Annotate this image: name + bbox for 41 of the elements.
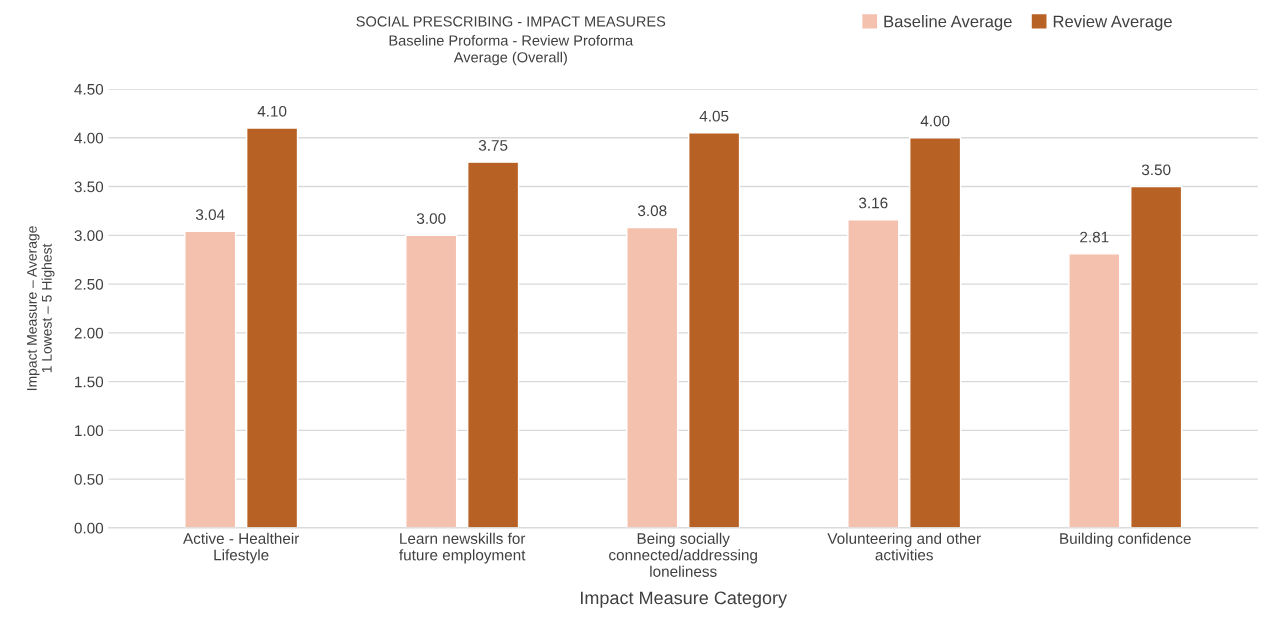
y-tick-label: 2.00 xyxy=(74,327,104,339)
legend-label: Review Average xyxy=(1053,15,1172,31)
y-tick-label: 3.00 xyxy=(74,230,104,242)
data-label: 3.16 xyxy=(858,197,888,209)
bar xyxy=(688,132,741,528)
data-label: 4.10 xyxy=(257,105,287,117)
bar xyxy=(1068,253,1121,528)
y-tick-label: 4.50 xyxy=(74,83,104,95)
data-label: 2.81 xyxy=(1080,231,1109,243)
y-tick-label: 0.50 xyxy=(74,473,104,485)
y-tick-label: 0.00 xyxy=(74,522,104,534)
legend-label: Baseline Average xyxy=(884,15,1012,31)
data-label: 3.50 xyxy=(1141,164,1171,176)
chart-subtitle: Baseline Proforma - Review Proforma Average (Overall) xyxy=(389,34,634,66)
bar xyxy=(909,137,962,528)
chart-title: SOCIAL PRESCRIBING - IMPACT MEASURES xyxy=(356,16,666,27)
y-tick-label: 4.00 xyxy=(74,132,104,144)
bar xyxy=(626,226,679,528)
y-axis-title: Impact Measure – Average 1 Lowest – 5 Highest xyxy=(27,226,55,391)
data-label: 4.05 xyxy=(699,110,729,122)
y-tick-label: 1.50 xyxy=(75,376,104,388)
data-label: 3.04 xyxy=(195,209,225,221)
y-tick-label: 1.00 xyxy=(75,425,104,437)
y-tick-label: 3.50 xyxy=(74,181,104,193)
data-label: 3.00 xyxy=(416,213,446,224)
x-axis-title: Impact Measure Category xyxy=(581,591,788,608)
x-tick-label: Being socially connected/addressing loneliness xyxy=(609,532,757,577)
bar xyxy=(184,230,237,528)
bar xyxy=(847,219,900,528)
data-label: 4.00 xyxy=(920,115,950,127)
y-tick-label: 2.50 xyxy=(74,278,104,290)
x-tick-label: Volunteering and other activities xyxy=(827,532,981,561)
bar xyxy=(405,234,458,528)
data-label: 3.75 xyxy=(478,140,508,151)
bar xyxy=(1130,185,1183,528)
x-tick-label: Learn newskills for future employment xyxy=(399,532,526,564)
x-tick-label: Active - Healtheir Lifestyle xyxy=(183,532,300,564)
x-tick-label: Building confidence xyxy=(1060,532,1191,547)
data-label: 3.08 xyxy=(637,205,667,217)
bar xyxy=(467,161,520,528)
bar xyxy=(245,127,299,528)
